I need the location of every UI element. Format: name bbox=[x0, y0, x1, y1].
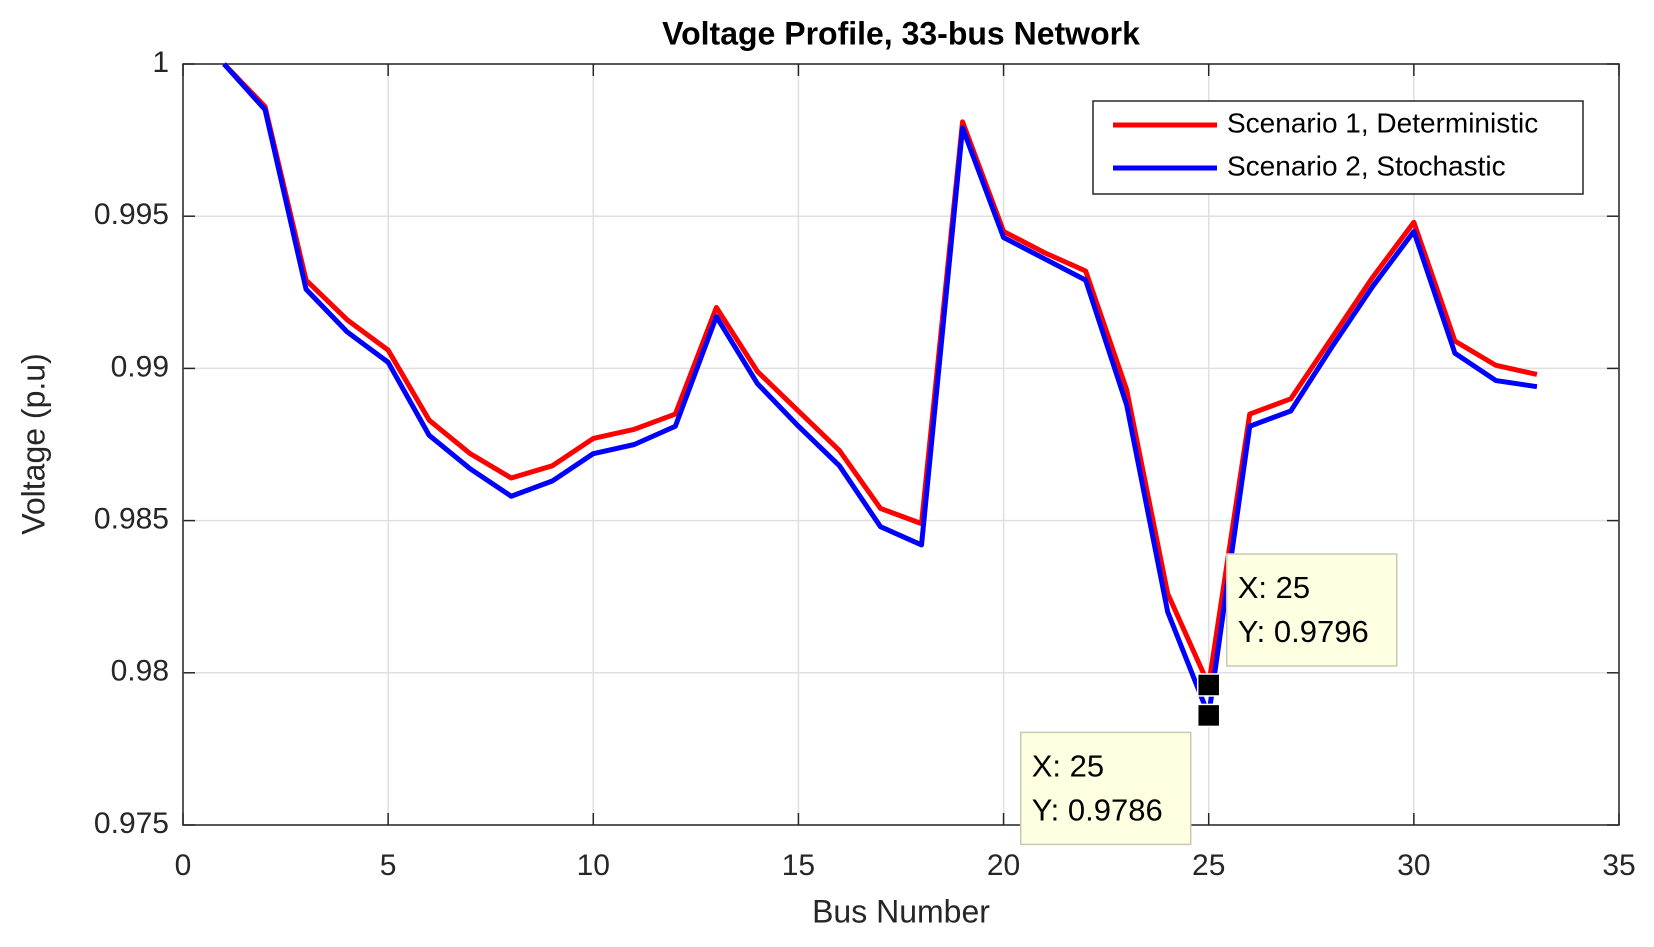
chart-title: Voltage Profile, 33-bus Network bbox=[662, 15, 1140, 51]
x-axis-label: Bus Number bbox=[812, 893, 990, 929]
datatip-box bbox=[1019, 731, 1192, 846]
datatip-text: X: 25 bbox=[1238, 570, 1310, 605]
x-tick-label: 35 bbox=[1602, 849, 1635, 882]
x-tick-label: 5 bbox=[380, 849, 397, 882]
datatip-text: Y: 0.9796 bbox=[1238, 614, 1369, 649]
y-tick-label: 0.995 bbox=[94, 198, 169, 231]
y-tick-label: 0.985 bbox=[94, 503, 169, 536]
series-line bbox=[222, 62, 1538, 718]
x-tick-label: 25 bbox=[1192, 849, 1225, 882]
y-tick-label: 0.99 bbox=[111, 350, 169, 383]
datatip-marker bbox=[1196, 703, 1221, 728]
datatip-marker bbox=[1196, 673, 1221, 697]
legend-label: Scenario 1, Deterministic bbox=[1227, 107, 1538, 138]
y-axis-label: Voltage (p.u) bbox=[15, 353, 51, 534]
y-tick-label: 0.975 bbox=[94, 807, 169, 840]
datatip-box bbox=[1225, 553, 1398, 667]
x-tick-label: 20 bbox=[987, 849, 1020, 882]
series-line bbox=[222, 62, 1538, 688]
datatip-text: Y: 0.9786 bbox=[1032, 793, 1163, 828]
legend-label: Scenario 2, Stochastic bbox=[1227, 150, 1506, 181]
legend-box bbox=[1092, 100, 1584, 195]
axes-box bbox=[182, 63, 1620, 826]
y-tick-label: 1 bbox=[152, 46, 169, 79]
x-tick-label: 15 bbox=[782, 849, 815, 882]
x-tick-label: 30 bbox=[1397, 849, 1430, 882]
x-tick-label: 0 bbox=[175, 849, 192, 882]
datatip-text: X: 25 bbox=[1032, 749, 1104, 784]
y-tick-label: 0.98 bbox=[111, 655, 169, 688]
x-tick-label: 10 bbox=[577, 849, 610, 882]
